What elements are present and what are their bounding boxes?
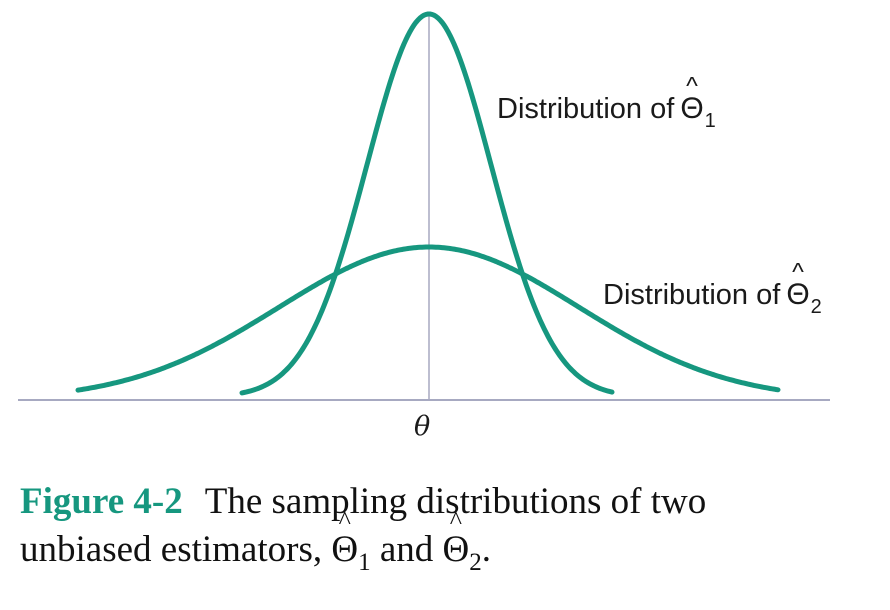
caption-estimator-1: ^ Θ (331, 508, 359, 574)
curve-2-subscript: 2 (810, 296, 822, 318)
estimator-2-symbol: ^ Θ (786, 260, 810, 311)
hat-accent: ^ (686, 72, 698, 100)
curve-1-subscript: 1 (704, 110, 716, 132)
caption-line-1: The sampling distributions of two (204, 481, 707, 522)
caption-end: . (481, 529, 492, 570)
caption-estimator-2: ^ Θ (442, 508, 470, 574)
estimator-symbol: Θ (442, 529, 470, 570)
estimator-symbol: Θ (786, 278, 810, 311)
curve-2-label-prefix: Distribution of (603, 279, 781, 311)
caption-line-2-prefix: unbiased estimators, (20, 529, 323, 570)
curve-1-label: Distribution of ^ Θ1 (497, 74, 716, 132)
distribution-plot (18, 11, 830, 401)
estimator-symbol: Θ (331, 529, 359, 570)
curve-2-label: Distribution of ^ Θ2 (603, 260, 822, 318)
curve-1-label-prefix: Distribution of (497, 93, 675, 125)
caption-line-2: unbiased estimators, ^ Θ1 and ^ Θ2. (20, 508, 880, 578)
estimator-1-symbol: ^ Θ (680, 74, 704, 125)
wide-distribution-curve (75, 244, 781, 393)
estimator-symbol: Θ (680, 92, 704, 125)
hat-accent: ^ (449, 506, 462, 535)
figure-caption: Figure 4-2 The sampling distributions of … (20, 478, 880, 578)
caption-joiner: and (379, 529, 434, 570)
caption-figure-number: Figure 4-2 (20, 481, 183, 522)
hat-accent: ^ (338, 506, 351, 535)
caption-subscript-1: 1 (358, 549, 371, 576)
theta-axis-label: θ (414, 411, 431, 442)
hat-accent: ^ (792, 258, 804, 286)
caption-subscript-2: 2 (469, 549, 482, 576)
narrow-distribution-curve (239, 11, 615, 396)
